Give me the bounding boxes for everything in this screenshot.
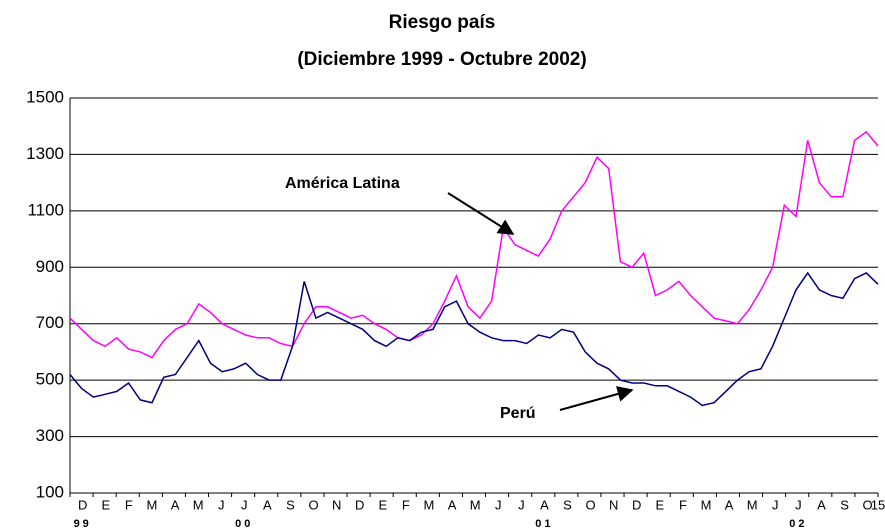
- y-tick-label: 1300: [26, 144, 64, 163]
- chart-title: Riesgo país: [389, 12, 496, 33]
- series-line: [69, 130, 879, 359]
- x-tick-label: O: [586, 497, 596, 512]
- y-tick-label: 300: [36, 426, 64, 445]
- annotation: Perú: [500, 405, 536, 422]
- x-tick-label: S: [563, 497, 572, 512]
- year-label: 00: [235, 518, 253, 530]
- x-tick-label: D: [355, 497, 364, 512]
- year-label: 01: [535, 518, 553, 530]
- x-tick-label: J: [795, 497, 802, 512]
- x-tick-label: J: [518, 497, 525, 512]
- chart-subtitle: (Diciembre 1999 - Octubre 2002): [297, 49, 586, 70]
- year-label: 02: [789, 518, 807, 530]
- x-tick-label: F: [679, 497, 687, 512]
- x-tick-label: A: [725, 497, 734, 512]
- y-tick-label: 1100: [27, 200, 64, 219]
- x-tick-label: O: [863, 497, 873, 512]
- x-tick-label: J: [495, 497, 502, 512]
- x-tick-label: E: [101, 497, 110, 512]
- x-tick-label: O: [308, 497, 318, 512]
- x-tick-label: F: [125, 497, 133, 512]
- x-tick-label: D: [632, 497, 641, 512]
- y-tick-label: 700: [36, 313, 64, 332]
- y-tick-label: 500: [36, 370, 64, 389]
- x-tick-label: D: [78, 497, 87, 512]
- x-tick-label: M: [424, 497, 435, 512]
- x-tick-label: S: [840, 497, 849, 512]
- annotation: América Latina: [285, 175, 400, 192]
- x-tick-label: M: [470, 497, 481, 512]
- x-tick-label: 15: [871, 497, 885, 512]
- x-tick-label: M: [701, 497, 712, 512]
- series-line: [69, 271, 879, 407]
- x-tick-label: N: [609, 497, 618, 512]
- y-tick-label: 1500: [26, 87, 64, 106]
- x-tick-label: E: [656, 497, 665, 512]
- annotation-arrow: [447, 192, 515, 235]
- x-tick-label: E: [378, 497, 387, 512]
- x-tick-label: M: [747, 497, 758, 512]
- x-tick-label: A: [540, 497, 549, 512]
- x-tick-label: J: [241, 497, 248, 512]
- x-tick-label: S: [286, 497, 295, 512]
- x-tick-label: A: [817, 497, 826, 512]
- x-tick-label: J: [218, 497, 225, 512]
- x-tick-label: N: [332, 497, 341, 512]
- x-tick-label: A: [448, 497, 457, 512]
- x-tick-label: M: [193, 497, 204, 512]
- annotation-arrow: [559, 386, 634, 411]
- y-tick-label: 900: [36, 257, 64, 276]
- y-tick-label: 100: [36, 482, 64, 501]
- x-tick-label: F: [402, 497, 410, 512]
- x-tick-label: A: [171, 497, 180, 512]
- x-tick-label: A: [263, 497, 272, 512]
- x-tick-label: M: [147, 497, 158, 512]
- year-label: 99: [74, 518, 92, 530]
- x-tick-label: J: [772, 497, 779, 512]
